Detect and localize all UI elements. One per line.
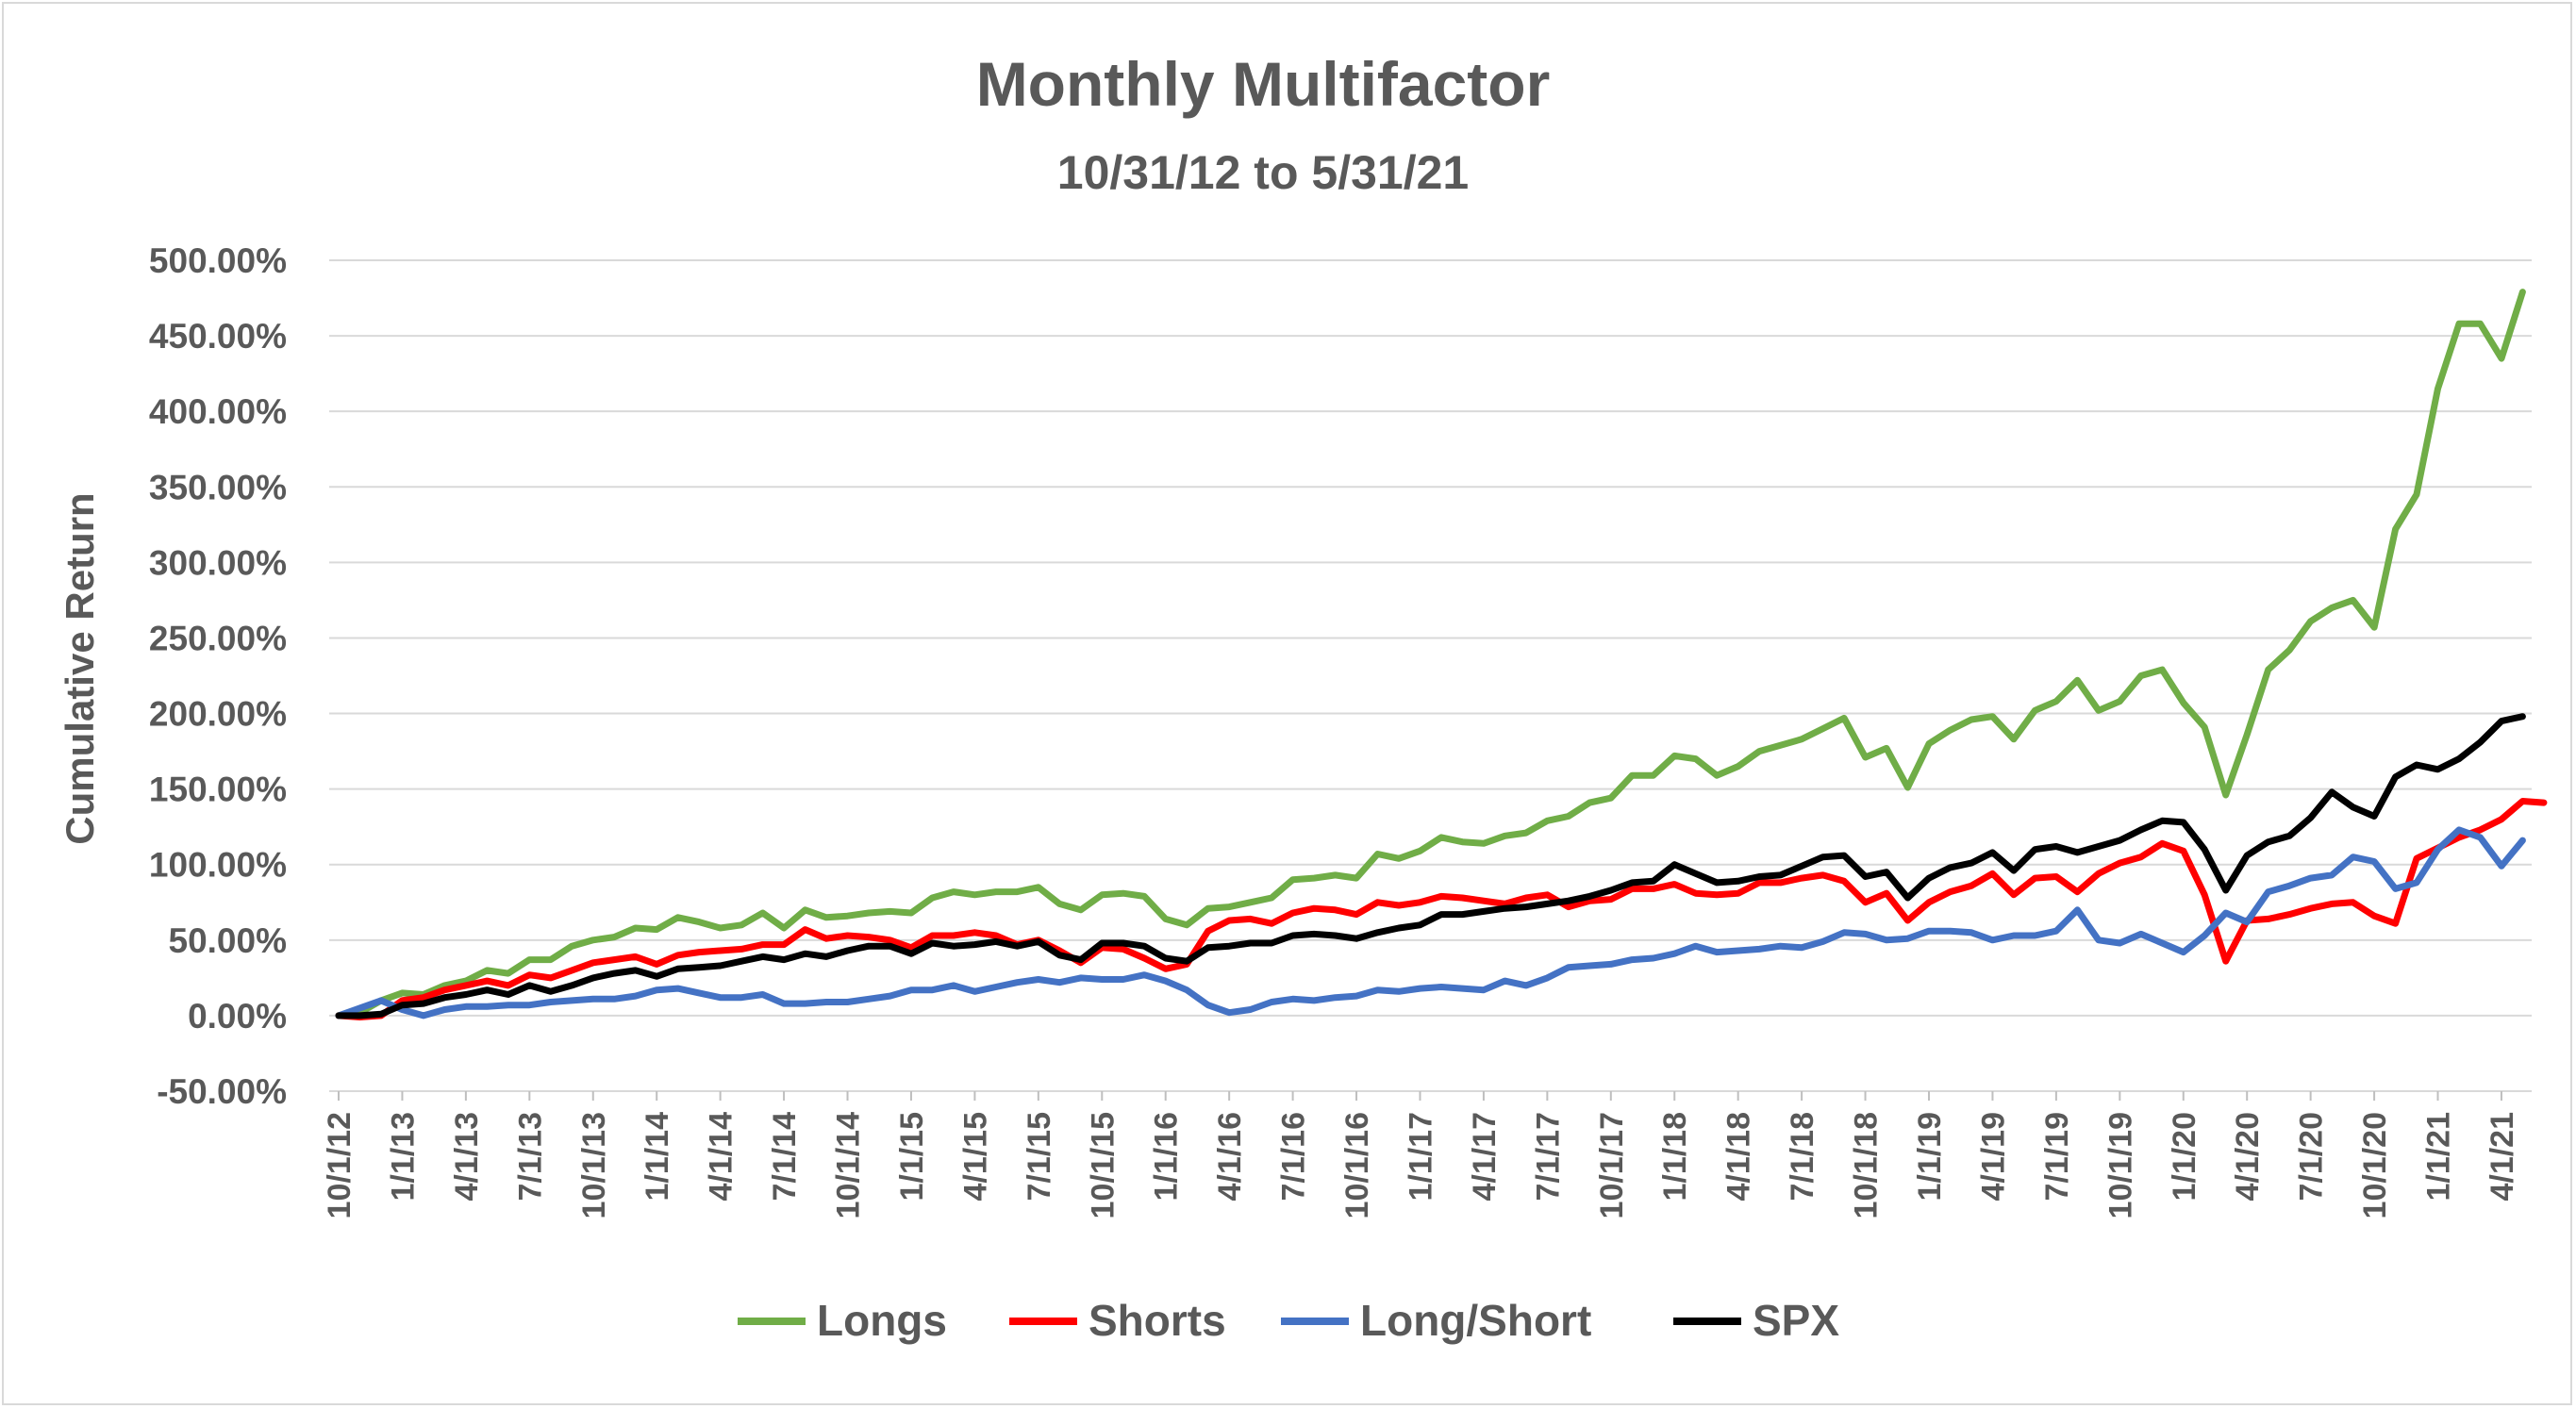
x-tick-label: 1/1/20 (2167, 1112, 2202, 1202)
y-tick-label: -50.00% (157, 1072, 287, 1111)
chart-title: Monthly Multifactor (976, 49, 1551, 119)
x-tick-label: 1/1/14 (640, 1112, 675, 1202)
series-line-shorts (335, 798, 2548, 1020)
y-axis-ticks: -50.00% 0.00% 50.00% 100.00% 150.00% 200.00% 2… (149, 241, 287, 1111)
chart-svg: Monthly Multifactor 10/31/12 to 5/31/21 … (58, 49, 2548, 1345)
legend-label-long-short: Long/Short (1360, 1296, 1591, 1345)
legend: Longs Shorts Long/Short SPX (738, 1296, 1839, 1345)
y-tick-label: 500.00% (149, 241, 287, 280)
x-axis-ticks: 10/1/12 1/1/13 4/1/13 7/1/13 10/1/13 1/1/14 4/… (322, 1091, 2520, 1218)
y-tick-label: 150.00% (149, 771, 287, 809)
x-tick-label: 4/1/20 (2230, 1112, 2266, 1202)
x-tick-label: 4/1/19 (1975, 1112, 2011, 1202)
x-tick-label: 4/1/14 (704, 1112, 740, 1202)
x-tick-label: 1/1/16 (1149, 1112, 1185, 1202)
x-tick-label: 7/1/16 (1276, 1112, 1312, 1202)
series-line-spx (335, 713, 2526, 1019)
x-tick-label: 1/1/19 (1912, 1112, 1948, 1202)
x-tick-label: 4/1/16 (1212, 1112, 1248, 1202)
x-tick-label: 4/1/18 (1721, 1112, 1757, 1202)
chart-subtitle: 10/31/12 to 5/31/21 (1057, 146, 1469, 199)
x-tick-label: 10/1/13 (576, 1112, 612, 1218)
x-tick-label: 7/1/19 (2039, 1112, 2075, 1202)
y-tick-label: 200.00% (149, 695, 287, 734)
gridlines (329, 259, 2532, 1092)
x-tick-label: 10/1/16 (1339, 1112, 1375, 1218)
x-tick-label: 1/1/18 (1657, 1112, 1693, 1202)
y-axis-label: Cumulative Return (58, 492, 102, 844)
x-tick-label: 10/1/19 (2102, 1112, 2138, 1218)
x-tick-label: 4/1/13 (449, 1112, 485, 1202)
legend-label-longs: Longs (817, 1296, 947, 1345)
series-line-long-short (335, 826, 2526, 1019)
x-tick-label: 10/1/20 (2357, 1112, 2393, 1218)
x-tick-label: 7/1/20 (2294, 1112, 2330, 1202)
x-tick-label: 10/1/17 (1594, 1112, 1630, 1218)
y-tick-label: 450.00% (149, 317, 287, 356)
legend-label-spx: SPX (1753, 1296, 1839, 1345)
y-tick-label: 250.00% (149, 619, 287, 657)
x-tick-label: 10/1/12 (322, 1112, 357, 1218)
x-tick-label: 7/1/13 (512, 1112, 548, 1202)
series-line-longs (335, 289, 2526, 1019)
y-tick-label: 50.00% (169, 921, 288, 960)
x-tick-label: 4/1/21 (2485, 1112, 2520, 1202)
x-tick-label: 7/1/14 (767, 1112, 803, 1202)
x-tick-label: 10/1/14 (831, 1112, 867, 1219)
x-tick-label: 4/1/17 (1467, 1112, 1503, 1202)
x-tick-label: 1/1/17 (1403, 1112, 1438, 1202)
x-tick-label: 7/1/15 (1022, 1112, 1057, 1202)
y-tick-label: 350.00% (149, 468, 287, 506)
legend-label-shorts: Shorts (1089, 1296, 1226, 1345)
x-tick-label: 7/1/17 (1530, 1112, 1566, 1202)
y-tick-label: 100.00% (149, 846, 287, 885)
y-tick-label: 300.00% (149, 543, 287, 582)
x-tick-label: 7/1/18 (1785, 1112, 1820, 1202)
series-lines (335, 289, 2548, 1020)
y-tick-label: 0.00% (188, 997, 287, 1036)
x-tick-label: 1/1/21 (2421, 1112, 2457, 1202)
y-tick-label: 400.00% (149, 392, 287, 431)
x-tick-label: 1/1/13 (385, 1112, 421, 1202)
x-tick-label: 1/1/15 (894, 1112, 930, 1202)
x-tick-label: 10/1/18 (1849, 1112, 1885, 1218)
x-tick-label: 4/1/15 (957, 1112, 993, 1202)
x-tick-label: 10/1/15 (1085, 1112, 1121, 1218)
